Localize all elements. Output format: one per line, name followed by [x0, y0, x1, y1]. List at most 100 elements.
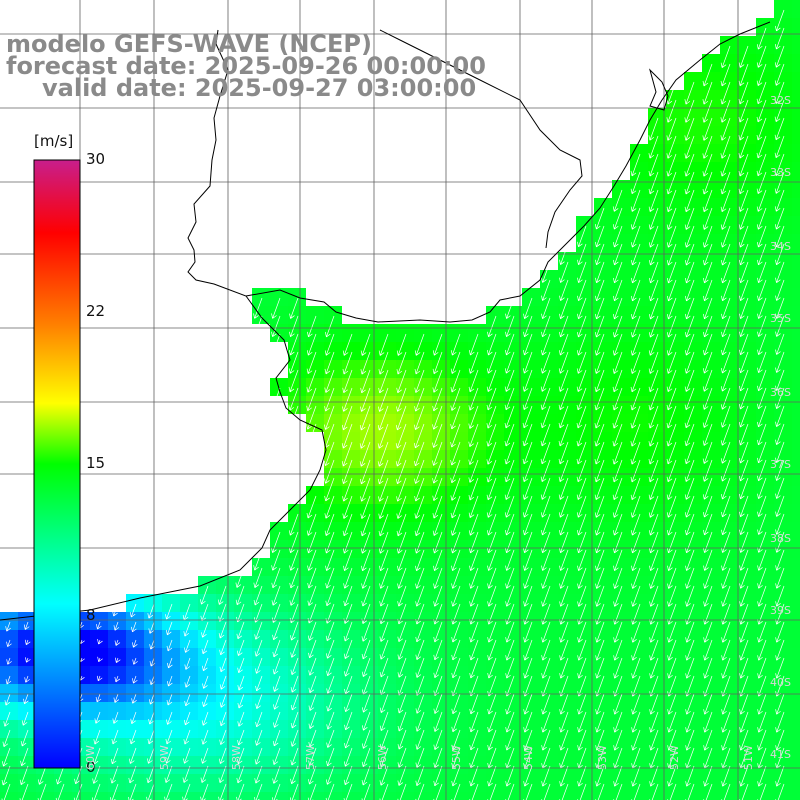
wind-arrow	[577, 783, 587, 800]
wind-cell	[396, 756, 414, 774]
wind-arrow	[379, 729, 389, 750]
wind-arrow	[559, 585, 569, 607]
wind-cell	[594, 198, 612, 216]
wind-arrow	[757, 783, 767, 800]
wind-cell	[396, 360, 414, 378]
wind-arrow	[756, 225, 767, 248]
wind-cell	[504, 720, 522, 738]
wind-cell	[702, 414, 720, 432]
wind-cell	[666, 324, 684, 342]
wind-arrow	[523, 729, 533, 751]
wind-cell	[468, 342, 486, 360]
wind-cell	[738, 756, 756, 774]
wind-cell	[612, 252, 630, 270]
wind-cell	[594, 702, 612, 720]
wind-arrow	[469, 549, 479, 571]
wind-arrow	[666, 171, 677, 195]
wind-cell	[774, 324, 792, 342]
wind-arrow	[541, 297, 551, 319]
wind-cell	[396, 792, 414, 800]
wind-cell	[486, 612, 504, 630]
wind-cell	[414, 576, 432, 594]
wind-arrow	[469, 711, 479, 733]
wind-cell	[612, 576, 630, 594]
wind-cell	[90, 648, 108, 666]
wind-cell	[630, 162, 648, 180]
wind-arrow	[271, 333, 281, 356]
wind-cell	[504, 540, 522, 558]
wind-arrow	[613, 279, 623, 302]
wind-arrow	[703, 621, 713, 643]
wind-arrow	[739, 621, 749, 643]
wind-arrow	[559, 657, 569, 679]
wind-cell	[594, 792, 612, 800]
wind-cell	[432, 576, 450, 594]
wind-arrow	[523, 297, 533, 319]
wind-cell	[738, 486, 756, 504]
wind-cell	[576, 612, 594, 630]
wind-cell	[360, 612, 378, 630]
wind-cell	[288, 504, 306, 522]
wind-cell	[684, 306, 702, 324]
wind-arrow	[324, 531, 335, 554]
wind-cell	[666, 450, 684, 468]
wind-arrow	[414, 333, 425, 356]
wind-arrow	[255, 711, 263, 728]
wind-arrow	[361, 621, 371, 642]
wind-arrow	[487, 729, 497, 751]
wind-cell	[594, 738, 612, 756]
wind-arrow	[595, 243, 605, 266]
wind-cell	[756, 522, 774, 540]
wind-cell	[666, 126, 684, 144]
wind-cell	[630, 414, 648, 432]
wind-arrow	[685, 513, 695, 536]
wind-arrow	[272, 639, 281, 658]
wind-arrow	[486, 459, 497, 483]
wind-cell	[630, 216, 648, 234]
wind-cell	[558, 378, 576, 396]
wind-arrow	[415, 549, 425, 572]
wind-cell	[180, 738, 198, 756]
wind-cell	[144, 612, 162, 630]
wind-cell	[486, 396, 504, 414]
wind-arrow	[738, 81, 749, 105]
wind-cell	[378, 684, 396, 702]
wind-arrow	[775, 387, 785, 409]
wind-arrow	[576, 423, 587, 447]
model-title: modelo GEFS-WAVE (NCEP)	[6, 30, 372, 58]
wind-cell	[288, 360, 306, 378]
wind-cell	[594, 378, 612, 396]
wind-arrow	[505, 765, 515, 787]
wind-cell	[792, 144, 800, 162]
wind-cell	[774, 216, 792, 234]
wind-arrow	[648, 243, 659, 266]
wind-cell	[324, 414, 342, 432]
wind-arrow	[184, 657, 191, 670]
wind-cell	[738, 378, 756, 396]
wind-cell	[396, 522, 414, 540]
wind-cell	[18, 720, 36, 738]
wind-cell	[468, 666, 486, 684]
wind-cell	[738, 414, 756, 432]
wind-arrow	[487, 639, 497, 661]
wind-cell	[792, 414, 800, 432]
wind-arrow	[720, 477, 731, 500]
wind-arrow	[684, 351, 695, 374]
wind-arrow	[703, 711, 713, 733]
wind-cell	[450, 450, 468, 468]
wind-arrow	[684, 117, 695, 141]
wind-arrow	[702, 477, 713, 500]
wind-cell	[504, 702, 522, 720]
wind-arrow	[129, 729, 137, 745]
wind-cell	[144, 648, 162, 666]
wind-arrow	[360, 531, 371, 554]
wind-cell	[612, 288, 630, 306]
wind-arrow	[523, 765, 533, 787]
wind-cell	[306, 576, 324, 594]
wind-arrow	[255, 693, 263, 709]
wind-arrow	[324, 333, 335, 356]
wind-arrow	[21, 711, 29, 726]
wind-arrow	[720, 153, 731, 177]
wind-cell	[756, 450, 774, 468]
wind-cell	[378, 504, 396, 522]
